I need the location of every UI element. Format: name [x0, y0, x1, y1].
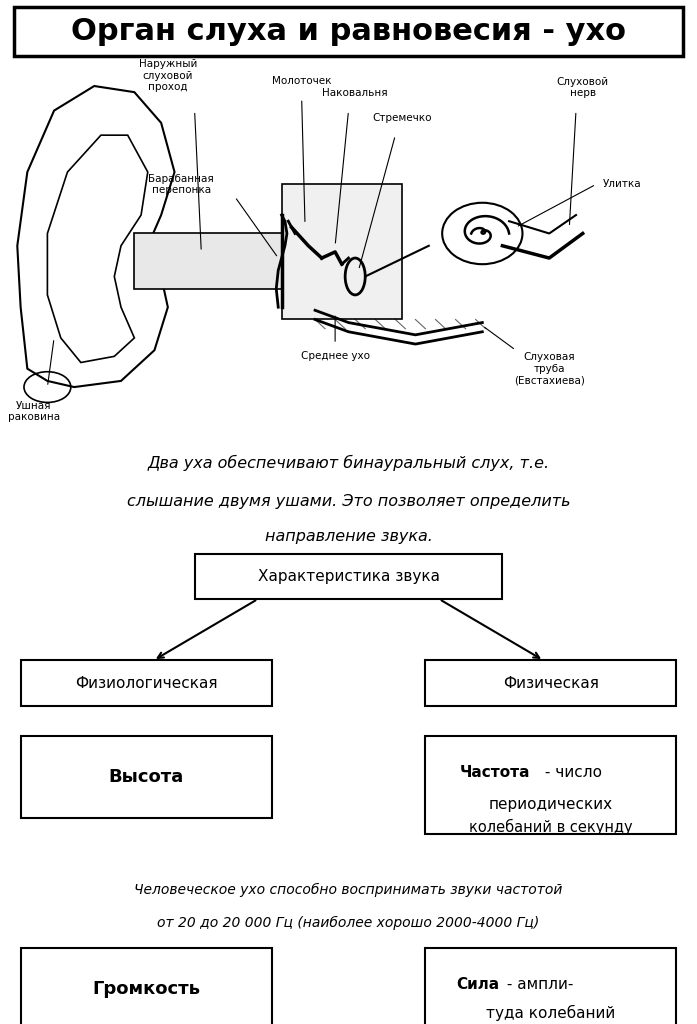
- Text: Ушная
раковина: Ушная раковина: [8, 400, 60, 423]
- Bar: [425, 660, 676, 706]
- Text: Орган слуха и равновесия - ухо: Орган слуха и равновесия - ухо: [71, 17, 626, 46]
- Text: колебаний в секунду: колебаний в секунду: [469, 819, 632, 836]
- Text: от 20 до 20 000 Гц (наиболее хорошо 2000-4000 Гц): от 20 до 20 000 Гц (наиболее хорошо 2000…: [158, 915, 539, 930]
- Text: - число: - число: [540, 765, 602, 779]
- Text: Сила: Сила: [457, 977, 500, 991]
- Text: направление звука.: направление звука.: [265, 529, 432, 544]
- Bar: [425, 736, 676, 834]
- Text: Два уха обеспечивают бинауральный слух, т.е.: Два уха обеспечивают бинауральный слух, …: [148, 455, 549, 471]
- Text: Частота: Частота: [460, 765, 530, 779]
- Text: слышание двумя ушами. Это позволяет определить: слышание двумя ушами. Это позволяет опре…: [127, 495, 570, 509]
- Bar: [425, 948, 676, 1024]
- Text: Характеристика звука: Характеристика звука: [257, 569, 440, 584]
- Text: Среднее ухо: Среднее ухо: [300, 351, 369, 361]
- Text: Громкость: Громкость: [93, 980, 200, 998]
- Text: Стремечко: Стремечко: [372, 113, 431, 123]
- Text: Физическая: Физическая: [503, 676, 599, 690]
- Text: Барабанная
перепонка: Барабанная перепонка: [148, 173, 214, 196]
- Bar: [21, 736, 272, 818]
- Text: Молоточек: Молоточек: [272, 76, 331, 86]
- Text: Человеческое ухо способно воспринимать звуки частотой: Человеческое ухо способно воспринимать з…: [135, 883, 562, 897]
- Bar: [195, 554, 502, 599]
- Bar: [135, 233, 282, 289]
- Text: Высота: Высота: [109, 768, 184, 786]
- Text: Физиологическая: Физиологическая: [75, 676, 217, 690]
- Text: Улитка: Улитка: [603, 179, 641, 189]
- Text: Наружный
слуховой
проход: Наружный слуховой проход: [139, 59, 197, 92]
- Text: туда колебаний: туда колебаний: [486, 1005, 615, 1021]
- Bar: [282, 184, 402, 319]
- Bar: [21, 660, 272, 706]
- Text: Слуховая
труба
(Евстахиева): Слуховая труба (Евстахиева): [514, 352, 585, 385]
- Text: периодических: периодических: [489, 798, 613, 812]
- Text: Наковальня: Наковальня: [323, 88, 388, 98]
- Text: Слуховой
нерв: Слуховой нерв: [557, 77, 608, 98]
- Bar: [14, 7, 683, 56]
- Text: - ампли-: - ампли-: [502, 977, 573, 991]
- Bar: [21, 948, 272, 1024]
